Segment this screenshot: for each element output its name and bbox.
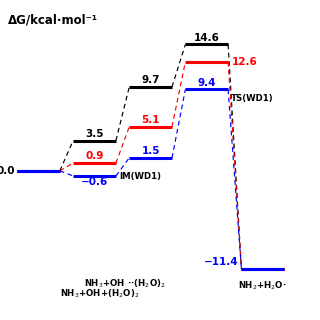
Text: 0.0: 0.0 [0,166,15,176]
Text: 0.9: 0.9 [85,151,104,161]
Text: IM(WD1): IM(WD1) [119,172,161,180]
Text: 3.5: 3.5 [85,129,104,139]
Text: 5.1: 5.1 [141,115,160,125]
Text: −0.6: −0.6 [81,177,108,187]
Text: 9.4: 9.4 [197,78,216,88]
Text: ΔG/kcal·mol⁻¹: ΔG/kcal·mol⁻¹ [7,13,98,26]
Text: 9.7: 9.7 [141,75,160,85]
Text: −11.4: −11.4 [204,257,239,267]
Text: NH$_3$+OH+(H$_2$O)$_2$: NH$_3$+OH+(H$_2$O)$_2$ [60,288,139,300]
Text: 14.6: 14.6 [194,33,220,43]
Text: NH$_2$+H$_2$O·: NH$_2$+H$_2$O· [238,280,287,292]
Text: TS(WD1): TS(WD1) [231,94,274,103]
Text: NH$_3$+OH ··(H$_2$O)$_2$: NH$_3$+OH ··(H$_2$O)$_2$ [84,277,165,290]
Text: 1.5: 1.5 [141,146,160,156]
Text: 12.6: 12.6 [231,57,257,67]
